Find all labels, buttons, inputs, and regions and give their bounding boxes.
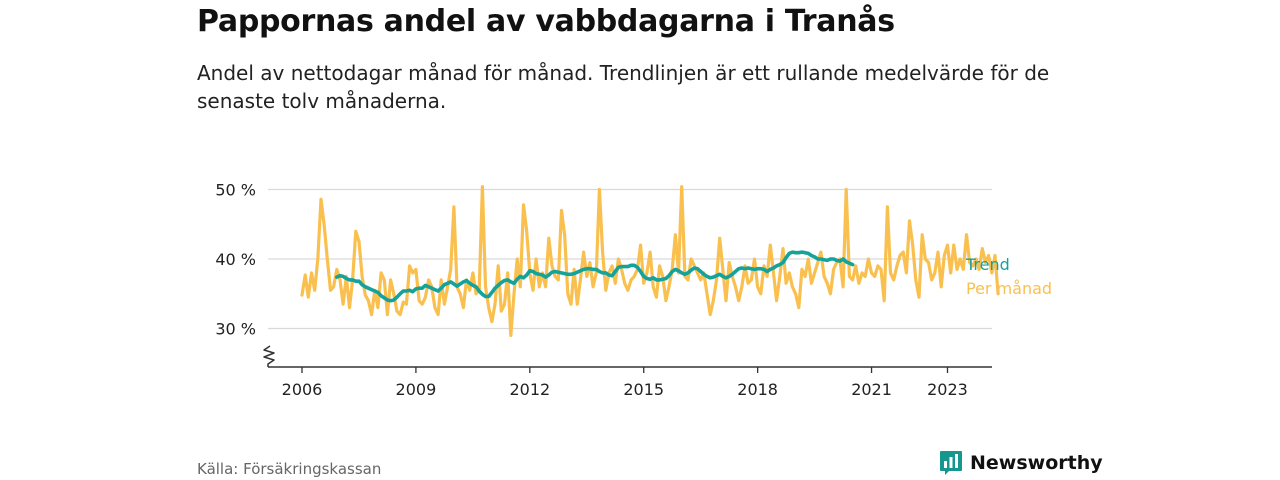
brand-name: Newsworthy xyxy=(970,452,1103,474)
y-tick-label: 30 % xyxy=(215,320,256,339)
x-tick-label: 2012 xyxy=(509,380,550,399)
series-label: Trend xyxy=(965,255,1010,274)
series-labels: Trend Per månad xyxy=(965,255,1052,298)
tick-labels: 30 % 40 % 50 % 2006 2009 2012 2015 2018 2021 2023 xyxy=(215,181,968,400)
monthly-series-line xyxy=(300,185,1000,337)
x-tick-label: 2006 xyxy=(282,380,323,399)
series-label: Per månad xyxy=(966,279,1052,298)
series-lines xyxy=(300,185,1000,337)
bar-chart-icon xyxy=(940,451,962,475)
axes xyxy=(263,345,992,373)
chart-title: Pappornas andel av vabbdagarna i Tranås xyxy=(197,4,895,39)
source-note: Källa: Försäkringskassan xyxy=(197,460,382,478)
x-tick-label: 2023 xyxy=(927,380,968,399)
trend-series-line xyxy=(334,250,855,303)
y-tick-label: 50 % xyxy=(215,181,256,200)
chart-subtitle: Andel av nettodagar månad för månad. Tre… xyxy=(197,61,1050,113)
y-tick-label: 40 % xyxy=(215,250,256,269)
axis-break-icon xyxy=(263,345,275,367)
x-tick-label: 2018 xyxy=(737,380,778,399)
x-tick-label: 2021 xyxy=(851,380,892,399)
brand-logo: Newsworthy xyxy=(939,450,1103,476)
x-tick-label: 2009 xyxy=(396,380,437,399)
x-tick-label: 2015 xyxy=(623,380,664,399)
grid-lines xyxy=(268,188,992,330)
